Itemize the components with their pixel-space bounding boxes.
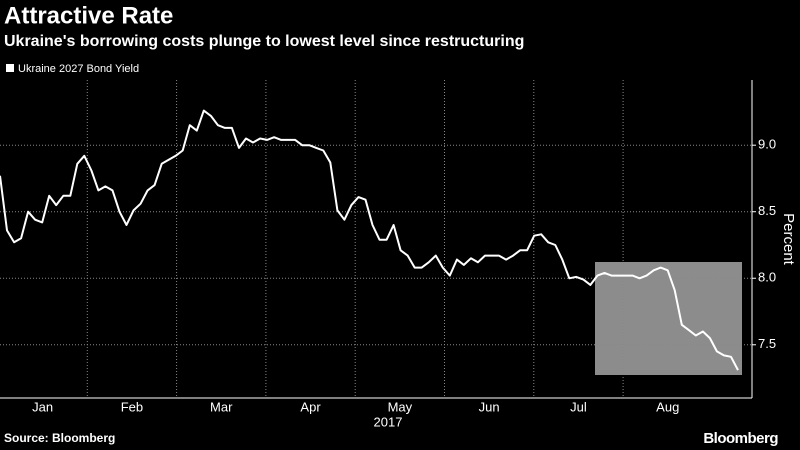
x-tick-label: Feb (121, 399, 143, 414)
source: Source: Bloomberg (4, 431, 115, 445)
x-tick-label: May (388, 399, 413, 414)
x-tick-label: Jun (479, 399, 500, 414)
chart-title: Attractive Rate (4, 2, 173, 29)
legend-swatch (6, 64, 14, 72)
year-label: 2017 (374, 414, 403, 429)
y-axis-title: Percent (780, 213, 797, 266)
y-tick-label: 7.5 (758, 336, 776, 351)
x-tick-label: Aug (656, 399, 679, 414)
y-tick-label: 8.0 (758, 270, 776, 285)
y-tick-label: 8.5 (758, 203, 776, 218)
chart-subtitle: Ukraine's borrowing costs plunge to lowe… (4, 33, 524, 50)
x-tick-label: Jan (32, 399, 53, 414)
series-line (0, 109, 739, 371)
x-tick-label: Apr (300, 399, 321, 414)
x-tick-label: Jul (570, 399, 587, 414)
highlight-box (595, 262, 742, 375)
x-tick-label: Mar (210, 399, 233, 414)
brand: Bloomberg (703, 430, 778, 447)
y-tick-label: 9.0 (758, 137, 776, 152)
legend-label: Ukraine 2027 Bond Yield (18, 63, 139, 75)
